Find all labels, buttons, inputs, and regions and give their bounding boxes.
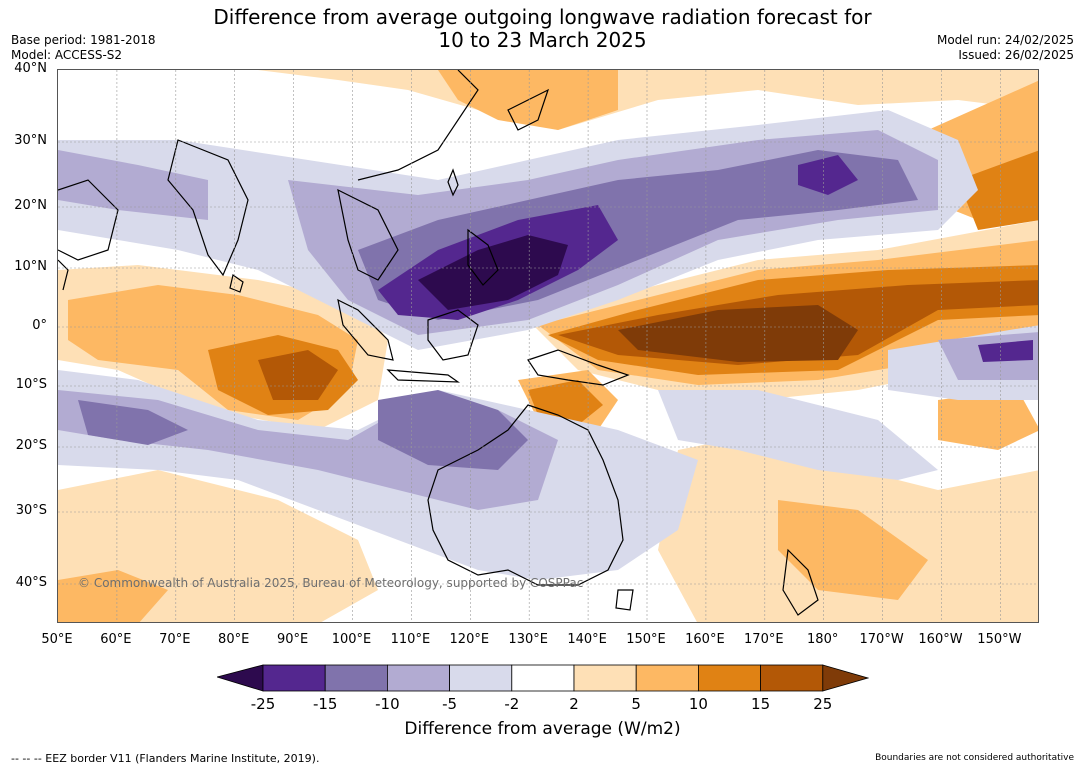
lat-label: 30°S	[15, 503, 47, 518]
lat-label: 20°N	[14, 198, 47, 213]
lat-label: 30°N	[14, 133, 47, 148]
lon-label: 180°	[807, 632, 839, 647]
coral-sea-dark-orange	[528, 380, 603, 425]
tasman-orange	[938, 390, 1038, 450]
japan-coastline	[507, 88, 550, 131]
java-coastline	[386, 369, 460, 383]
india-coastline	[167, 139, 249, 277]
philippine-sea-darkest	[418, 235, 568, 310]
lon-label: 50°E	[41, 632, 73, 647]
indochina-coastline	[337, 188, 399, 281]
colorbar-min-extension	[217, 664, 264, 692]
coastlines	[58, 70, 819, 616]
w-asia-light-purple	[58, 150, 208, 220]
lon-label: 70°E	[159, 632, 191, 647]
chart-title-line1: Difference from average outgoing longwav…	[213, 5, 872, 29]
lon-label: 110°E	[390, 632, 431, 647]
colorbar-segment	[511, 664, 575, 692]
lon-label: 160°W	[918, 632, 963, 647]
model-name: Model: ACCESS-S2	[11, 48, 123, 62]
lat-label: 40°S	[15, 575, 47, 590]
anomaly-below-25-regions	[418, 235, 568, 310]
lon-label: 100°E	[331, 632, 372, 647]
colorbar-max-extension	[822, 664, 869, 692]
lon-label: 140°E	[567, 632, 607, 647]
model-run: Model run: 24/02/2025	[936, 33, 1074, 47]
lon-label: 120°E	[449, 632, 490, 647]
s-indian-orange	[58, 570, 168, 622]
gridlines	[58, 70, 1038, 622]
tasmania-coastline	[615, 589, 634, 611]
lon-label: 160°E	[685, 632, 725, 647]
colorbar-segment	[449, 664, 513, 692]
china-coastline	[357, 70, 479, 181]
anomaly-above-25-regions	[618, 305, 858, 362]
lon-label: 150°E	[626, 632, 666, 647]
colorbar-tick: -25	[250, 695, 276, 713]
colorbar-segment	[697, 664, 761, 692]
lon-label: 170°E	[744, 632, 784, 647]
colorbar-tick: -15	[312, 695, 338, 713]
lon-label: 130°E	[508, 632, 548, 647]
lat-label: 0°	[32, 318, 47, 333]
lon-label: 90°E	[276, 632, 309, 647]
australia-mid-purple	[378, 390, 528, 470]
colorbar-tick: 25	[813, 695, 833, 713]
lat-label: 10°N	[14, 259, 47, 274]
australia-coastline	[427, 404, 624, 586]
boundary-disclaimer: Boundaries are not considered authoritat…	[875, 753, 1074, 763]
pacific-ne-dark-orange	[958, 150, 1038, 230]
colorbar-tick: 15	[751, 695, 771, 713]
lon-label: 150°W	[977, 632, 1022, 647]
arabia-coastline	[58, 179, 119, 261]
map-canvas: © Commonwealth of Australia 2025, Bureau…	[58, 70, 1038, 622]
e-pacific-purple-core	[978, 340, 1033, 362]
taiwan-coastline	[447, 168, 459, 197]
colorbar	[217, 664, 869, 692]
s-pacific-pale-purple	[658, 390, 938, 480]
lat-label: 40°N	[14, 61, 47, 76]
colorbar-tick: -10	[375, 695, 400, 713]
sumatra-coastline	[337, 298, 394, 361]
africa-coastline	[58, 259, 69, 291]
equatorial-pacific-darkest	[618, 305, 858, 362]
base-period: Base period: 1981-2018	[11, 33, 156, 47]
colorbar-segment	[262, 664, 326, 692]
s-indian-mid-purple	[78, 400, 188, 445]
chart-title-line2: 10 to 23 March 2025	[438, 28, 647, 52]
borneo-coastline	[427, 309, 479, 361]
philippines-coastline	[467, 228, 499, 286]
olr-anomaly-map: © Commonwealth of Australia 2025, Bureau…	[57, 69, 1039, 623]
lon-label: 80°E	[218, 632, 250, 647]
colorbar-segment	[573, 664, 637, 692]
lat-label: 20°S	[15, 438, 47, 453]
lat-label: 10°S	[15, 377, 47, 392]
lon-label: 60°E	[100, 632, 132, 647]
new-zealand-coastline	[782, 548, 819, 616]
colorbar-tick: 2	[569, 695, 579, 713]
s-pacific-orange	[778, 500, 928, 600]
issued-date: Issued: 26/02/2025	[958, 48, 1074, 62]
indian-ocean-brown	[258, 350, 338, 400]
colorbar-segment	[760, 664, 824, 692]
eez-border-note: -- -- -- EEZ border V11 (Flanders Marine…	[11, 752, 320, 765]
sri-lanka-coastline	[229, 273, 244, 293]
colorbar-tick: -5	[442, 695, 458, 713]
colorbar-segment	[324, 664, 388, 692]
colorbar-segment	[386, 664, 450, 692]
new-guinea-coastline	[527, 349, 630, 386]
n-pacific-purple-core	[798, 155, 858, 195]
colorbar-segment	[635, 664, 699, 692]
colorbar-tick: -2	[504, 695, 520, 713]
copyright-notice: © Commonwealth of Australia 2025, Bureau…	[78, 576, 583, 590]
colorbar-tick: 5	[631, 695, 641, 713]
lon-label: 170°W	[859, 632, 904, 647]
colorbar-tick: 10	[688, 695, 708, 713]
colorbar-label: Difference from average (W/m2)	[404, 719, 681, 739]
